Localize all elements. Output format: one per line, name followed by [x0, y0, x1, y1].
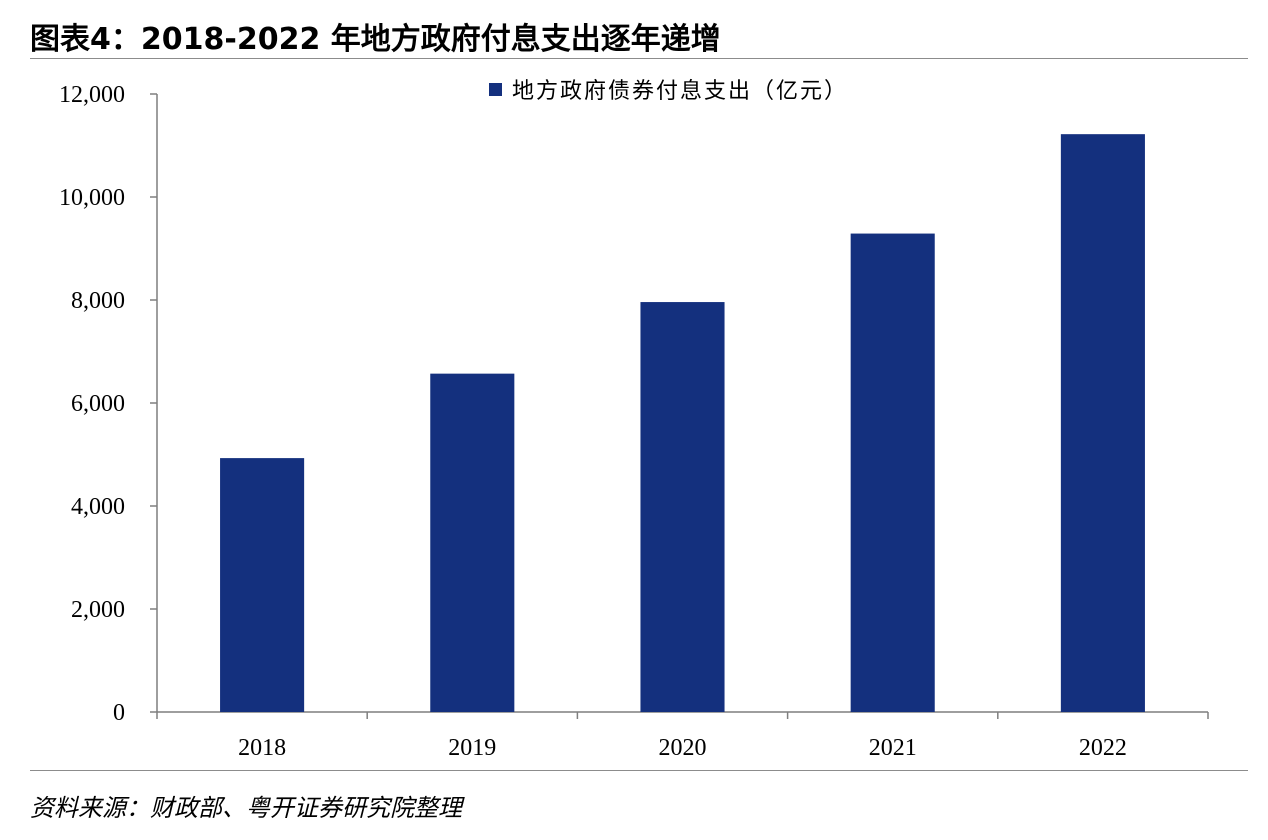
y-tick-label: 6,000	[71, 391, 125, 417]
x-axis: 2018 2019 2020 2021 2022	[156, 711, 1209, 761]
y-axis: 0 2,000 4,000 6,000 8,000 10,000 12,000	[59, 82, 158, 726]
y-tick-label: 4,000	[71, 494, 125, 520]
legend-swatch	[489, 83, 502, 96]
chart-title: 图表4：2018-2022 年地方政府付息支出逐年递增	[30, 22, 721, 57]
bar-2019	[430, 373, 515, 712]
bar-2021	[850, 233, 935, 712]
x-tick-label: 2020	[659, 735, 707, 761]
x-tick-label: 2018	[238, 735, 286, 761]
bar-2022	[1060, 134, 1145, 713]
title-divider	[30, 58, 1248, 59]
x-tick-label: 2021	[869, 735, 917, 761]
y-tick-label: 2,000	[71, 597, 125, 623]
x-tick-label: 2022	[1079, 735, 1127, 761]
bars	[220, 134, 1145, 713]
source-divider	[30, 770, 1248, 771]
bar-chart: 地方政府债券付息支出（亿元） 0 2,000 4,000 6,000 8,000 10,0…	[59, 79, 1209, 761]
bar-2018	[220, 458, 305, 712]
y-tick-label: 10,000	[59, 185, 125, 211]
source-note: 资料来源：财政部、粤开证券研究院整理	[30, 794, 462, 822]
y-tick-label: 8,000	[71, 288, 125, 314]
legend: 地方政府债券付息支出（亿元）	[489, 79, 848, 104]
y-tick-label: 0	[113, 700, 125, 726]
bar-2020	[640, 302, 725, 712]
y-tick-label: 12,000	[59, 82, 125, 108]
legend-label: 地方政府债券付息支出（亿元）	[512, 79, 848, 104]
x-tick-label: 2019	[448, 735, 496, 761]
